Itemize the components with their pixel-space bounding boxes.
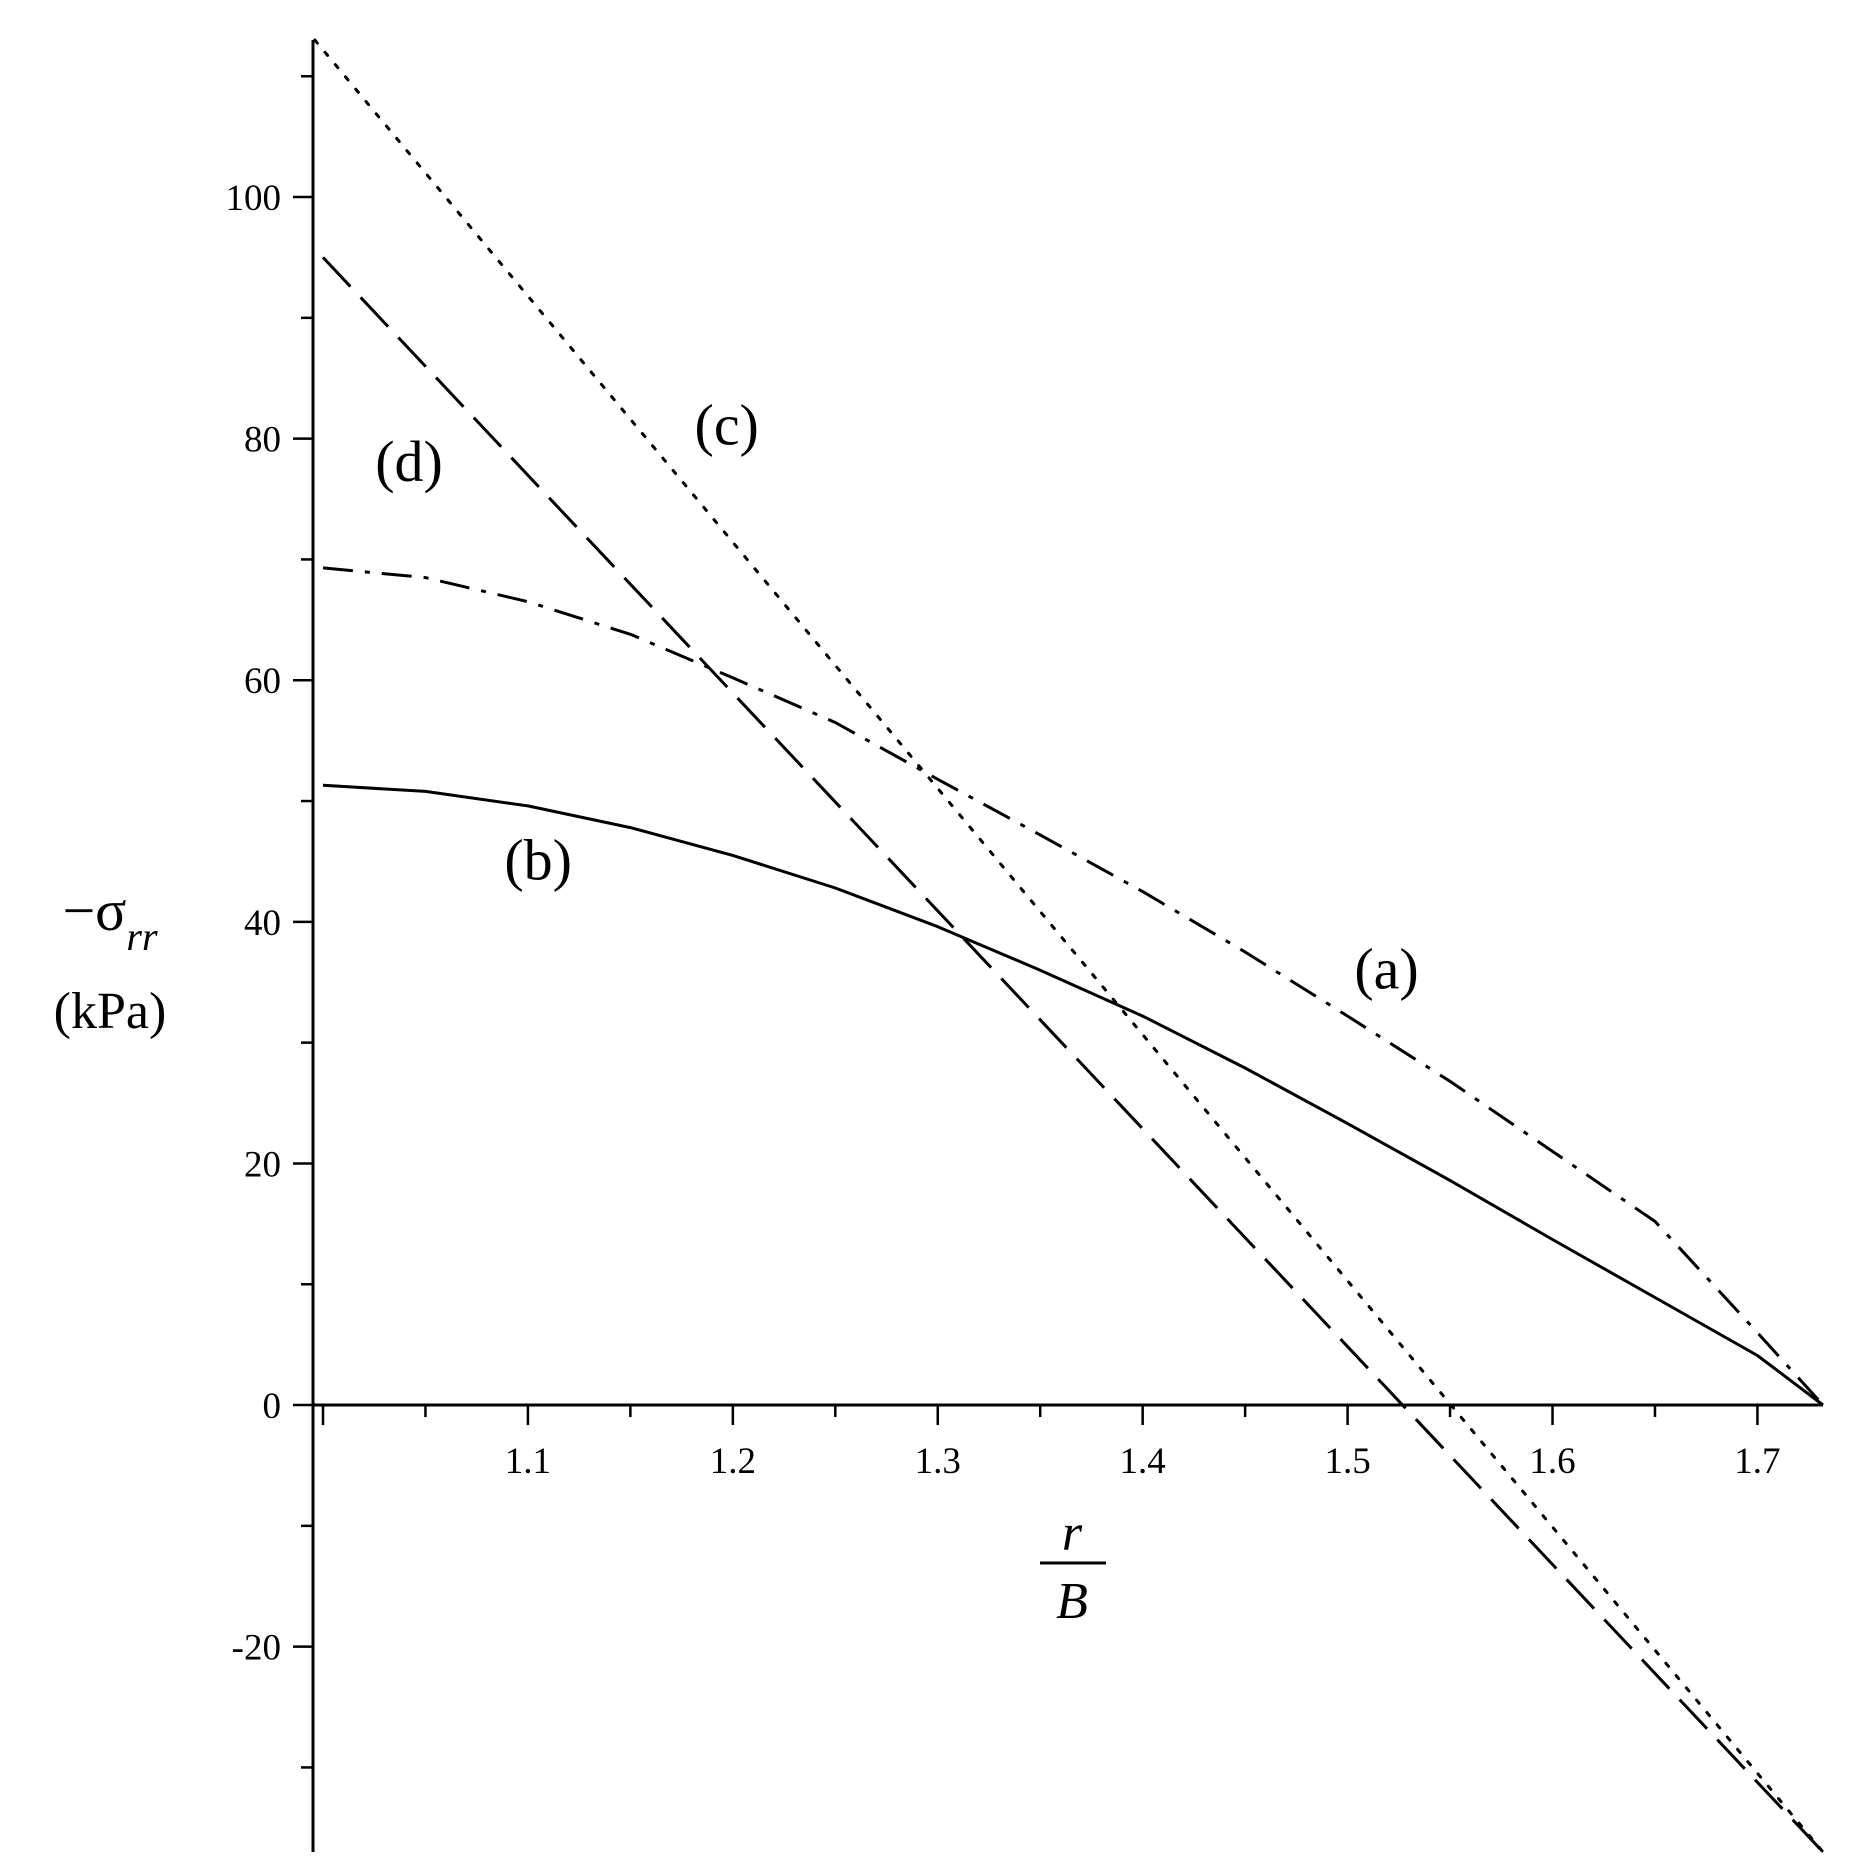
y-tick-label: 100 — [226, 178, 282, 219]
y-axis-title: −σrr (kPa) — [54, 878, 167, 1040]
y-axis-title-unit: (kPa) — [54, 983, 167, 1040]
x-tick-label: 1.4 — [1120, 1441, 1166, 1482]
x-tick-label: 1.6 — [1529, 1441, 1575, 1482]
x-ticks: 1.1 1.2 1.3 1.4 1.5 1.6 1.7 — [321, 1405, 1781, 1482]
y-ticks: -20 0 20 40 60 80 100 — [226, 74, 313, 1769]
y-axis-title-symbol: σ — [95, 878, 126, 943]
x-axis-title: r B — [1040, 1505, 1106, 1630]
x-axis-title-denominator: B — [1056, 1573, 1088, 1630]
y-tick-label: 40 — [244, 903, 281, 944]
y-tick-label: 20 — [244, 1144, 281, 1185]
x-tick-label: 1.1 — [505, 1441, 551, 1482]
x-axis-title-numerator: r — [1062, 1505, 1083, 1562]
curves-layer — [313, 38, 1825, 1854]
y-tick-label: 80 — [244, 420, 281, 461]
series-b — [322, 783, 1824, 1407]
y-axis-title-prefix: − — [62, 878, 95, 943]
y-axis-title-subscript: rr — [126, 914, 158, 959]
svg-text:−σrr: −σrr — [62, 878, 158, 959]
x-tick-label: 1.2 — [710, 1441, 756, 1482]
curve-label-c: (c) — [695, 393, 759, 458]
y-tick-label: 60 — [244, 661, 281, 702]
x-tick-label: 1.5 — [1324, 1441, 1370, 1482]
curve-label-d: (d) — [375, 429, 443, 494]
y-tick-label: -20 — [232, 1628, 281, 1669]
y-tick-label: 0 — [263, 1386, 282, 1427]
series-a — [322, 566, 1825, 1407]
x-tick-label: 1.3 — [915, 1441, 961, 1482]
x-tick-label: 1.7 — [1734, 1441, 1780, 1482]
curve-label-b: (b) — [504, 828, 572, 893]
curve-labels: (a) (b) (c) (d) — [375, 393, 1418, 1002]
series-d — [321, 256, 1825, 1854]
curve-label-a: (a) — [1354, 936, 1418, 1001]
